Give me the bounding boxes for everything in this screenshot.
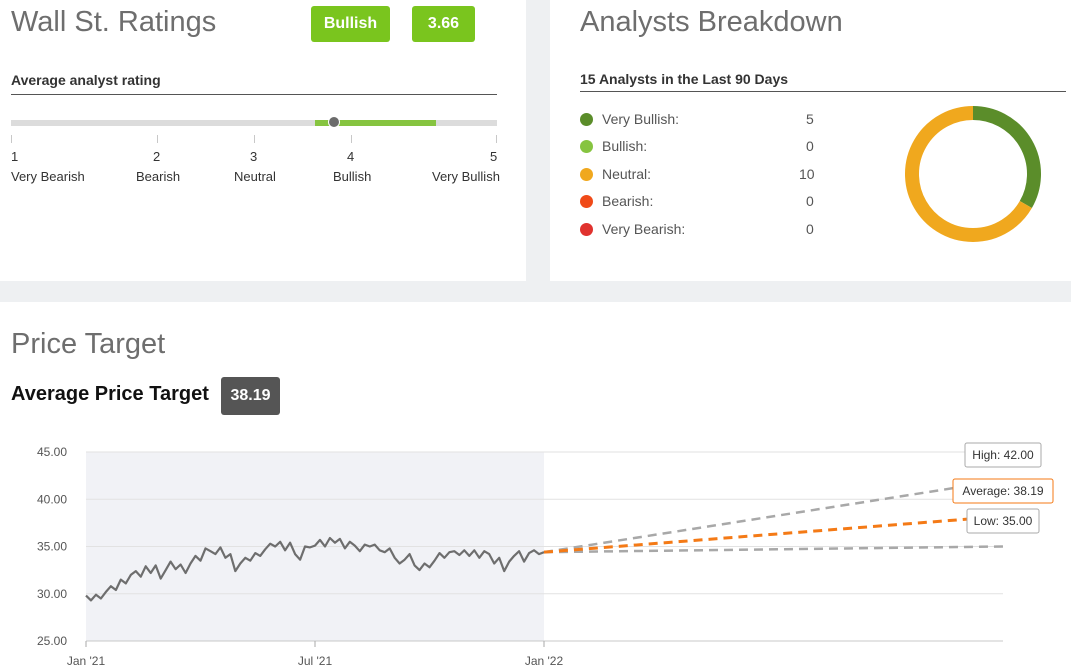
donut-slice — [972, 106, 1041, 208]
consensus-score-badge: 3.66 — [412, 6, 475, 42]
legend-dot-icon — [580, 168, 593, 181]
scale-label-very-bullish: Very Bullish — [432, 169, 500, 184]
scale-tick — [157, 135, 158, 143]
forecast-average-line — [543, 514, 1004, 554]
scale-tick — [496, 135, 497, 143]
analysts-breakdown-panel: Analysts Breakdown 15 Analysts in the La… — [550, 0, 1071, 281]
high-target-label: High: 42.00 — [964, 442, 1042, 468]
legend-count: 0 — [806, 221, 814, 237]
scale-label-bearish: Bearish — [136, 169, 181, 184]
average-target-label: Average: 38.19 — [952, 478, 1054, 504]
average-target-text: Average: 38.19 — [962, 484, 1044, 498]
scale-tick — [11, 135, 12, 143]
scale-number: 3 — [250, 149, 258, 164]
forecast-low-line — [543, 545, 1004, 554]
x-tick-label: Jul '21 — [298, 654, 333, 668]
legend-count: 0 — [806, 138, 814, 154]
ratings-title: Wall St. Ratings — [11, 6, 217, 38]
high-target-text: High: 42.00 — [972, 448, 1034, 462]
low-target-label: Low: 35.00 — [966, 508, 1040, 534]
legend-dot-icon — [580, 113, 593, 126]
legend-label: Bullish: — [602, 138, 648, 154]
price-target-chart: 45.00 40.00 35.00 30.00 25.00 Jan '21 Jul '21… — [37, 442, 1054, 668]
analyst-donut-chart — [905, 106, 1041, 242]
breakdown-divider — [580, 91, 1066, 92]
scale-tick — [254, 135, 255, 143]
scale-label-very-bearish: Very Bearish — [11, 169, 85, 184]
average-price-target-badge: 38.19 — [221, 377, 280, 415]
legend-dot-icon — [580, 223, 593, 236]
rating-marker — [328, 116, 341, 128]
x-axis-ticks: Jan '21 Jul '21 Jan '22 — [67, 640, 1003, 668]
x-tick-label: Jan '21 — [67, 654, 106, 668]
scale-label-neutral: Neutral — [234, 169, 276, 184]
breakdown-title: Analysts Breakdown — [580, 6, 843, 38]
legend-count: 5 — [806, 111, 814, 127]
low-target-text: Low: 35.00 — [974, 514, 1033, 528]
legend-count: 10 — [799, 166, 815, 182]
price-history-line — [85, 536, 545, 602]
average-price-target-label: Average Price Target — [11, 383, 209, 405]
y-tick-label: 35.00 — [37, 540, 67, 554]
y-tick-label: 45.00 — [37, 445, 67, 459]
legend-dot-icon — [580, 140, 593, 153]
scale-label-bullish: Bullish — [333, 169, 372, 184]
rating-scale-track — [11, 116, 497, 128]
legend-dot-icon — [580, 195, 593, 208]
consensus-label-badge: Bullish — [311, 6, 390, 42]
legend-label: Bearish: — [602, 193, 654, 209]
scale-number: 4 — [347, 149, 355, 164]
wall-st-ratings-panel: Wall St. Ratings Bullish 3.66 Average an… — [0, 0, 526, 281]
donut-slice — [905, 106, 1032, 242]
ratings-divider — [11, 94, 497, 95]
y-tick-label: 30.00 — [37, 587, 67, 601]
price-target-panel: Price Target Average Price Target 38.19 … — [0, 302, 1071, 669]
forecast-high-line — [543, 479, 1004, 554]
legend-count: 0 — [806, 193, 814, 209]
scale-number: 2 — [153, 149, 161, 164]
price-target-title: Price Target — [11, 328, 166, 360]
average-rating-subtitle: Average analyst rating — [11, 72, 161, 88]
breakdown-subtitle: 15 Analysts in the Last 90 Days — [580, 71, 789, 87]
scale-number: 5 — [490, 149, 498, 164]
y-axis-ticks: 45.00 40.00 35.00 30.00 25.00 — [37, 445, 67, 648]
scale-tick — [351, 135, 352, 143]
y-tick-label: 40.00 — [37, 492, 67, 506]
legend-label: Very Bullish: — [602, 111, 680, 127]
scale-number: 1 — [11, 149, 19, 164]
x-tick-label: Jan '22 — [525, 654, 564, 668]
y-tick-label: 25.00 — [37, 634, 67, 648]
legend-label: Very Bearish: — [602, 221, 686, 237]
rating-range-bar — [314, 120, 437, 126]
legend-label: Neutral: — [602, 166, 652, 182]
